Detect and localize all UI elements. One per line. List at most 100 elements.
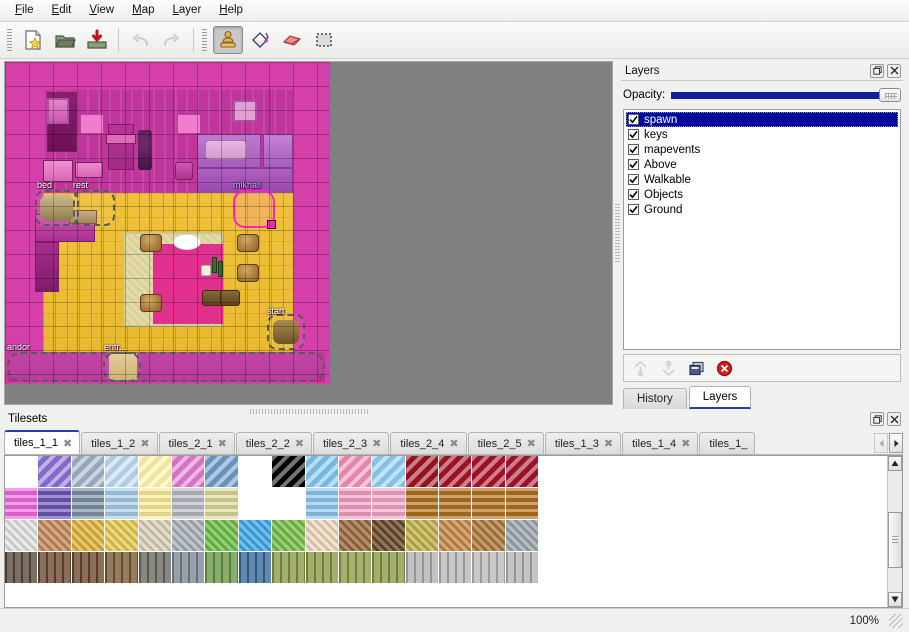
tile-1-14[interactable] xyxy=(472,488,506,520)
tile-1-4[interactable] xyxy=(138,488,172,520)
tileset-tab-tiles_2_1[interactable]: tiles_2_1 ✖ xyxy=(158,432,235,454)
tile-0-9[interactable] xyxy=(305,456,339,488)
tile-2-4[interactable] xyxy=(138,520,172,552)
tile-3-2[interactable] xyxy=(71,552,106,584)
layers-dock-close-button[interactable] xyxy=(887,63,901,78)
tile-1-5[interactable] xyxy=(171,488,206,520)
tile-0-1[interactable] xyxy=(38,456,72,488)
layers-dock-float-button[interactable] xyxy=(870,63,884,78)
toolbar-drag-handle[interactable] xyxy=(6,28,13,52)
bucket-fill-tool[interactable] xyxy=(245,26,275,54)
tile-3-5[interactable] xyxy=(171,552,206,584)
resize-grip[interactable] xyxy=(889,613,903,628)
vertical-splitter[interactable] xyxy=(613,59,621,409)
tileset-tab-tiles_1_5[interactable]: tiles_1_ xyxy=(699,432,756,454)
tab-layers[interactable]: Layers xyxy=(688,386,752,409)
delete-layer-button[interactable] xyxy=(714,358,734,378)
tile-2-1[interactable] xyxy=(38,520,72,552)
tile-2-3[interactable] xyxy=(105,520,139,552)
tileset-tab-tiles_2_2[interactable]: tiles_2_2 ✖ xyxy=(235,432,313,454)
tile-3-9[interactable] xyxy=(305,552,339,584)
tile-0-4[interactable] xyxy=(138,456,172,488)
tile-3-8[interactable] xyxy=(272,552,306,584)
tile-1-15[interactable] xyxy=(505,488,540,520)
layer-visibility-checkbox[interactable] xyxy=(628,204,639,215)
scroll-up-button[interactable] xyxy=(888,456,902,471)
tileset-palette[interactable] xyxy=(4,455,903,608)
menu-view[interactable]: View xyxy=(89,4,115,16)
layer-visibility-checkbox[interactable] xyxy=(628,189,639,200)
tile-0-5[interactable] xyxy=(171,456,206,488)
tile-0-0[interactable] xyxy=(5,456,39,488)
selection-handle[interactable] xyxy=(267,220,276,229)
redo-button[interactable] xyxy=(157,26,187,54)
eraser-tool[interactable] xyxy=(277,26,307,54)
menu-map[interactable]: Map xyxy=(132,4,155,16)
tile-0-13[interactable] xyxy=(439,456,473,488)
tile-0-2[interactable] xyxy=(71,456,106,488)
tile-2-15[interactable] xyxy=(505,520,540,552)
tile-1-3[interactable] xyxy=(105,488,139,520)
tileset-tab-close-icon[interactable]: ✖ xyxy=(526,438,536,450)
layer-row-above[interactable]: Above xyxy=(626,157,898,172)
layer-row-walkable[interactable]: Walkable xyxy=(626,172,898,187)
tile-3-0[interactable] xyxy=(5,552,39,584)
tile-1-2[interactable] xyxy=(71,488,106,520)
map-object-marker-bed[interactable] xyxy=(35,190,79,226)
horizontal-splitter[interactable] xyxy=(4,407,613,415)
tile-2-11[interactable] xyxy=(372,520,406,552)
tileset-tab-close-icon[interactable]: ✖ xyxy=(681,438,691,450)
stamp-brush-tool[interactable] xyxy=(213,26,243,54)
tile-2-5[interactable] xyxy=(171,520,206,552)
opacity-slider[interactable] xyxy=(671,87,901,102)
tile-3-12[interactable] xyxy=(405,552,440,584)
tileset-tabs-scroll-right-button[interactable] xyxy=(889,433,903,453)
tile-0-14[interactable] xyxy=(472,456,506,488)
tab-history[interactable]: History xyxy=(623,388,687,409)
tile-1-11[interactable] xyxy=(372,488,406,520)
menu-help[interactable]: Help xyxy=(219,4,243,16)
tile-0-7[interactable] xyxy=(238,456,273,488)
tile-0-6[interactable] xyxy=(205,456,239,488)
tile-1-7[interactable] xyxy=(238,488,273,520)
tile-0-12[interactable] xyxy=(405,456,440,488)
tile-1-13[interactable] xyxy=(439,488,473,520)
tile-3-13[interactable] xyxy=(439,552,473,584)
tile-1-1[interactable] xyxy=(38,488,72,520)
tile-3-6[interactable] xyxy=(205,552,239,584)
tileset-tab-close-icon[interactable]: ✖ xyxy=(372,438,382,450)
raise-layer-button[interactable] xyxy=(630,358,650,378)
tile-2-14[interactable] xyxy=(472,520,506,552)
lower-layer-button[interactable] xyxy=(658,358,678,378)
tileset-tab-close-icon[interactable]: ✖ xyxy=(603,438,614,450)
tileset-tab-tiles_2_5[interactable]: tiles_2_5 ✖ xyxy=(467,432,544,454)
tile-0-8[interactable] xyxy=(272,456,306,488)
map-render[interactable]: bed rest mikhail andor entr... start xyxy=(5,62,330,384)
undo-button[interactable] xyxy=(125,26,155,54)
tileset-tab-close-icon[interactable]: ✖ xyxy=(294,438,305,450)
map-object-marker-entrance[interactable] xyxy=(103,352,141,382)
scrollbar-track[interactable] xyxy=(888,471,902,592)
opacity-slider-handle[interactable] xyxy=(879,87,901,102)
tile-2-6[interactable] xyxy=(205,520,239,552)
tileset-tab-tiles_1_1[interactable]: tiles_1_1 ✖ xyxy=(4,430,81,454)
layer-visibility-checkbox[interactable] xyxy=(628,174,639,185)
scroll-down-button[interactable] xyxy=(888,592,902,607)
tileset-vertical-scrollbar[interactable] xyxy=(887,456,902,607)
new-map-button[interactable] xyxy=(18,26,48,54)
map-object-marker-rest[interactable] xyxy=(73,190,115,226)
tools-drag-handle[interactable] xyxy=(201,28,208,52)
tile-2-7[interactable] xyxy=(238,520,273,552)
tile-2-12[interactable] xyxy=(405,520,440,552)
scrollbar-thumb[interactable] xyxy=(888,512,902,569)
horizontal-splitter-grip[interactable] xyxy=(249,409,368,414)
tile-0-11[interactable] xyxy=(372,456,406,488)
tileset-tab-tiles_2_3[interactable]: tiles_2_3 ✖ xyxy=(313,432,390,454)
tile-1-0[interactable] xyxy=(5,488,39,520)
tile-0-10[interactable] xyxy=(338,456,373,488)
tileset-tab-tiles_1_4[interactable]: tiles_1_4 ✖ xyxy=(622,432,699,454)
tileset-tab-close-icon[interactable]: ✖ xyxy=(63,437,73,450)
tileset-tab-tiles_1_3[interactable]: tiles_1_3 ✖ xyxy=(544,432,622,454)
tile-2-2[interactable] xyxy=(71,520,106,552)
open-map-button[interactable] xyxy=(50,26,80,54)
